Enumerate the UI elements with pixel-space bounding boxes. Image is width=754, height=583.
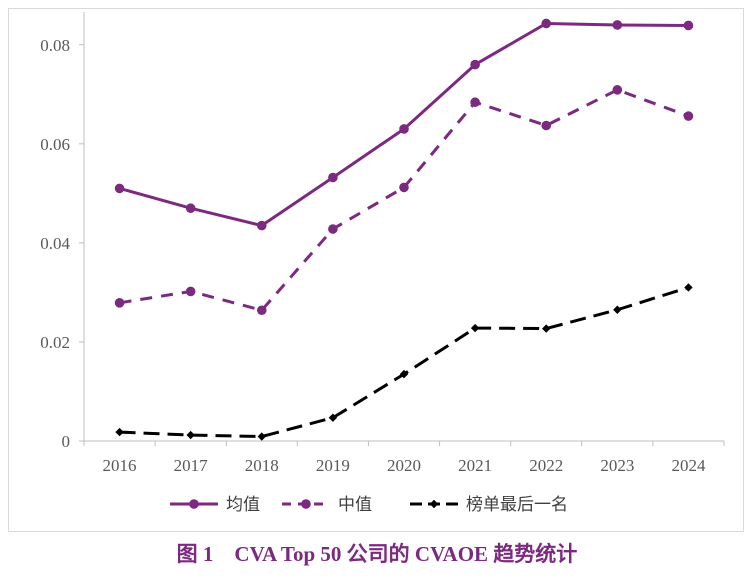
data-point (683, 111, 694, 121)
series-3 (115, 283, 693, 441)
data-point (399, 124, 409, 134)
data-point (185, 203, 196, 214)
y-tick-label: 0.08 (40, 36, 70, 55)
data-point (541, 120, 552, 131)
legend-label: 中值 (338, 495, 372, 515)
data-point (470, 97, 480, 108)
x-tick-label: 2022 (529, 456, 563, 475)
data-point (541, 18, 552, 29)
data-point (470, 323, 480, 333)
y-tick-label: 0 (62, 432, 71, 451)
data-point (399, 182, 409, 193)
legend-entry-3: 榜单最后一名 (410, 495, 568, 515)
legend: 均值 中值 榜单最后一名 (170, 495, 568, 515)
chart-frame (8, 8, 744, 532)
x-tick-label: 2016 (103, 456, 137, 475)
data-point (256, 220, 267, 231)
data-point (612, 20, 623, 30)
data-point (470, 59, 480, 70)
data-point (114, 183, 125, 194)
axes: 0 0.02 0.04 0.06 0.08 2016 2017 2018 2019 2020 202… (40, 12, 725, 475)
series-1 (114, 18, 694, 231)
data-point (256, 305, 267, 316)
data-point (683, 20, 694, 31)
legend-entry-1: 均值 (170, 495, 260, 515)
legend-label: 均值 (226, 495, 260, 515)
legend-swatch-marker (429, 499, 439, 509)
data-point (186, 430, 195, 440)
x-tick-label: 2021 (458, 456, 492, 475)
data-point (328, 413, 338, 422)
data-point (399, 369, 409, 379)
x-tick-label: 2023 (600, 456, 634, 475)
data-point (257, 432, 266, 441)
series-line (119, 88, 689, 312)
data-point (542, 324, 551, 333)
data-point (328, 172, 338, 183)
data-point (612, 85, 623, 95)
series-2 (114, 85, 694, 316)
data-point (613, 305, 622, 314)
series-line (119, 286, 689, 439)
x-tick-label: 2018 (245, 456, 279, 475)
line-chart: 0 0.02 0.04 0.06 0.08 2016 2017 2018 2019 2020 202… (40, 12, 725, 515)
legend-swatch-marker (301, 499, 311, 509)
figure-caption: 图 1 CVA Top 50 公司的 CVAOE 趋势统计 (176, 542, 578, 566)
data-point (328, 224, 338, 234)
y-tick-label: 0.02 (40, 333, 70, 352)
y-tick-label: 0.06 (40, 135, 70, 154)
y-tick-label: 0.04 (40, 234, 70, 253)
legend-entry-2: 中值 (282, 495, 372, 515)
legend-label: 榜单最后一名 (466, 495, 568, 515)
x-tick-label: 2024 (671, 456, 706, 475)
x-tick-label: 2017 (174, 456, 209, 475)
data-point (684, 283, 693, 292)
legend-swatch-marker (189, 499, 199, 509)
x-tick-label: 2020 (387, 456, 421, 475)
plot-area (114, 18, 694, 441)
x-tick-label: 2019 (316, 456, 350, 475)
data-point (185, 286, 196, 297)
data-point (114, 298, 125, 308)
data-point (115, 427, 124, 437)
